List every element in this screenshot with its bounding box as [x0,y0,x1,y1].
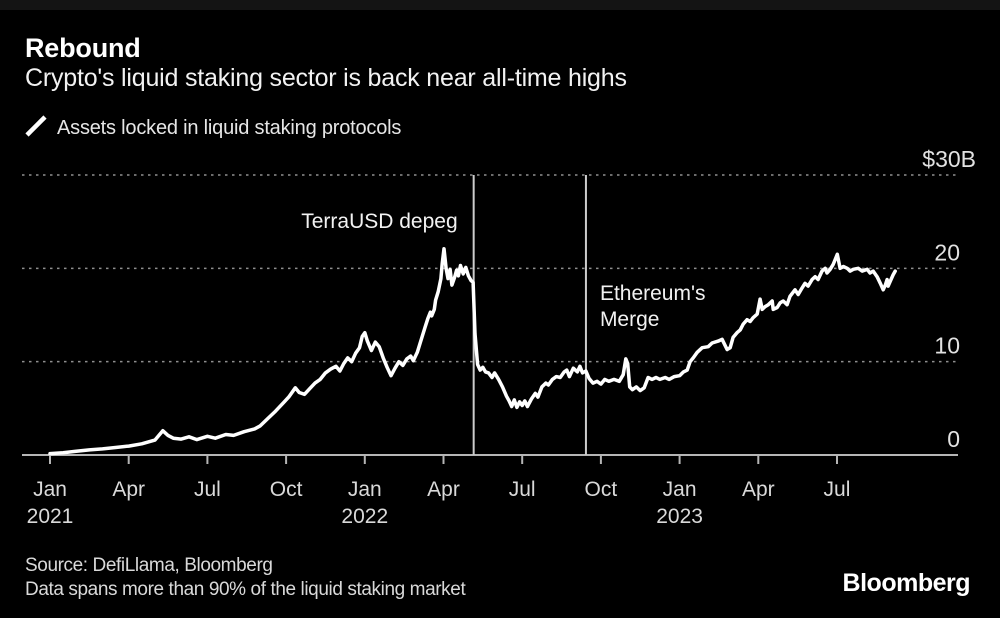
x-tick-year-2023: 2023 [656,505,703,528]
y-tick-label-20: 20 [934,239,960,265]
chart-subtitle: Crypto's liquid staking sector is back n… [25,64,627,92]
x-tick-label-jan: Jan [663,478,697,501]
annotation-text-ethereum-s-merge-2: Merge [600,308,660,331]
y-tick-label-10: 10 [934,333,960,359]
legend: Assets locked in liquid staking protocol… [24,114,401,143]
x-tick-label-jul: Jul [824,478,851,501]
y-tick-label-30b: $30B [922,146,976,172]
x-tick-label-jan: Jan [33,478,67,501]
footnote-text: Data spans more than 90% of the liquid s… [25,579,466,600]
x-tick-label-oct: Oct [585,478,618,501]
chart-title: Rebound [25,33,141,63]
x-tick-label-apr: Apr [742,478,775,501]
x-tick-year-2021: 2021 [27,505,74,528]
y-tick-label-0: 0 [947,426,960,452]
x-tick-label-apr: Apr [427,478,460,501]
line-series-stroke-icon [24,114,48,143]
top-strip [0,0,1000,10]
x-tick-label-apr: Apr [112,478,145,501]
source-text: Source: DefiLlama, Bloomberg [25,555,273,576]
legend-label: Assets locked in liquid staking protocol… [57,117,402,139]
annotation-text-terrausd-depeg: TerraUSD depeg [301,210,457,233]
x-tick-label-jul: Jul [509,478,536,501]
annotation-text-ethereum-s-merge-1: Ethereum's [600,282,706,305]
x-tick-label-jan: Jan [348,478,382,501]
x-tick-label-jul: Jul [194,478,221,501]
data-line-assets-locked-in-liquid-staking-protocols [48,246,897,456]
x-tick-label-oct: Oct [270,478,303,501]
bloomberg-logo: Bloomberg [842,569,971,597]
x-tick-year-2022: 2022 [341,505,388,528]
